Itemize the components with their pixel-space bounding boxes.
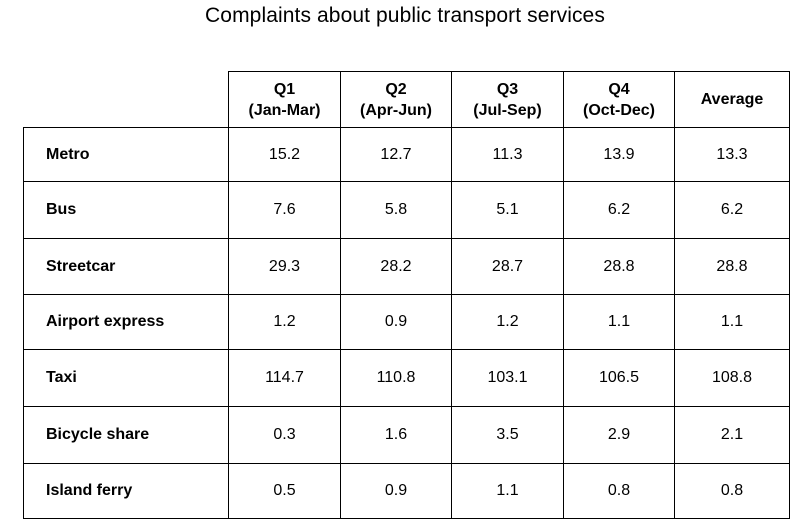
column-header-q3-label: Q3	[496, 80, 519, 98]
row-label-streetcar: Streetcar	[23, 238, 229, 295]
table-cell: 28.8	[563, 238, 675, 295]
table-cell: 108.8	[674, 349, 790, 407]
table-row-taxi: Taxi 114.7 110.8 103.1 106.5 108.8	[23, 349, 790, 407]
row-label-island-ferry: Island ferry	[23, 463, 229, 519]
table-cell: 11.3	[451, 127, 564, 182]
column-header-q1-months: (Jan-Mar)	[248, 101, 321, 119]
table-row-metro: Metro 15.2 12.7 11.3 13.9 13.3	[23, 127, 790, 182]
table-header-row: Q1 (Jan-Mar) Q2 (Apr-Jun) Q3 (Jul-Sep) Q…	[23, 71, 790, 128]
table-cell: 28.8	[674, 238, 790, 295]
column-header-q4: Q4 (Oct-Dec)	[563, 71, 675, 128]
column-header-average: Average	[674, 71, 790, 128]
table-row-bicycle-share: Bicycle share 0.3 1.6 3.5 2.9 2.1	[23, 406, 790, 464]
table-cell: 0.3	[228, 406, 341, 464]
table-cell: 1.1	[674, 294, 790, 350]
table-row-airport-express: Airport express 1.2 0.9 1.2 1.1 1.1	[23, 294, 790, 350]
column-header-q4-label: Q4	[608, 80, 630, 98]
table-cell: 5.1	[451, 181, 564, 239]
table-cell: 7.6	[228, 181, 341, 239]
table-cell: 0.8	[674, 463, 790, 519]
table-cell: 1.2	[228, 294, 341, 350]
table-cell: 28.2	[340, 238, 452, 295]
column-header-average-label: Average	[700, 91, 764, 108]
table-cell: 0.5	[228, 463, 341, 519]
table-cell: 3.5	[451, 406, 564, 464]
table-cell: 0.8	[563, 463, 675, 519]
table-cell: 6.2	[563, 181, 675, 239]
row-label-bus: Bus	[23, 181, 229, 239]
table-cell: 2.9	[563, 406, 675, 464]
complaints-table: Q1 (Jan-Mar) Q2 (Apr-Jun) Q3 (Jul-Sep) Q…	[23, 71, 790, 519]
table-cell: 28.7	[451, 238, 564, 295]
table-cell: 2.1	[674, 406, 790, 464]
column-header-q2-label: Q2	[385, 80, 407, 98]
table-cell: 1.6	[340, 406, 452, 464]
table-row-bus: Bus 7.6 5.8 5.1 6.2 6.2	[23, 181, 790, 239]
table-cell: 1.1	[563, 294, 675, 350]
table-row-streetcar: Streetcar 29.3 28.2 28.7 28.8 28.8	[23, 238, 790, 295]
table-cell: 106.5	[563, 349, 675, 407]
chart-title: Complaints about public transport servic…	[205, 4, 605, 27]
column-header-q3: Q3 (Jul-Sep)	[451, 71, 564, 128]
column-header-q3-months: (Jul-Sep)	[473, 101, 542, 119]
row-label-metro: Metro	[23, 127, 229, 182]
table-cell: 13.9	[563, 127, 675, 182]
corner-cell	[23, 71, 229, 128]
row-label-airport-express: Airport express	[23, 294, 229, 350]
column-header-q2: Q2 (Apr-Jun)	[340, 71, 452, 128]
row-label-taxi: Taxi	[23, 349, 229, 407]
column-header-q2-months: (Apr-Jun)	[360, 101, 432, 119]
table-cell: 114.7	[228, 349, 341, 407]
table-cell: 1.2	[451, 294, 564, 350]
table-cell: 6.2	[674, 181, 790, 239]
table-cell: 103.1	[451, 349, 564, 407]
column-header-q1-label: Q1	[273, 80, 296, 98]
table-cell: 15.2	[228, 127, 341, 182]
table-cell: 12.7	[340, 127, 452, 182]
table-cell: 5.8	[340, 181, 452, 239]
column-header-q1: Q1 (Jan-Mar)	[228, 71, 341, 128]
table-cell: 110.8	[340, 349, 452, 407]
table-cell: 13.3	[674, 127, 790, 182]
table-cell: 29.3	[228, 238, 341, 295]
table-cell: 0.9	[340, 463, 452, 519]
table-cell: 1.1	[451, 463, 564, 519]
column-header-q4-months: (Oct-Dec)	[582, 101, 655, 119]
table-row-island-ferry: Island ferry 0.5 0.9 1.1 0.8 0.8	[23, 463, 790, 519]
row-label-bicycle-share: Bicycle share	[23, 406, 229, 464]
table-cell: 0.9	[340, 294, 452, 350]
